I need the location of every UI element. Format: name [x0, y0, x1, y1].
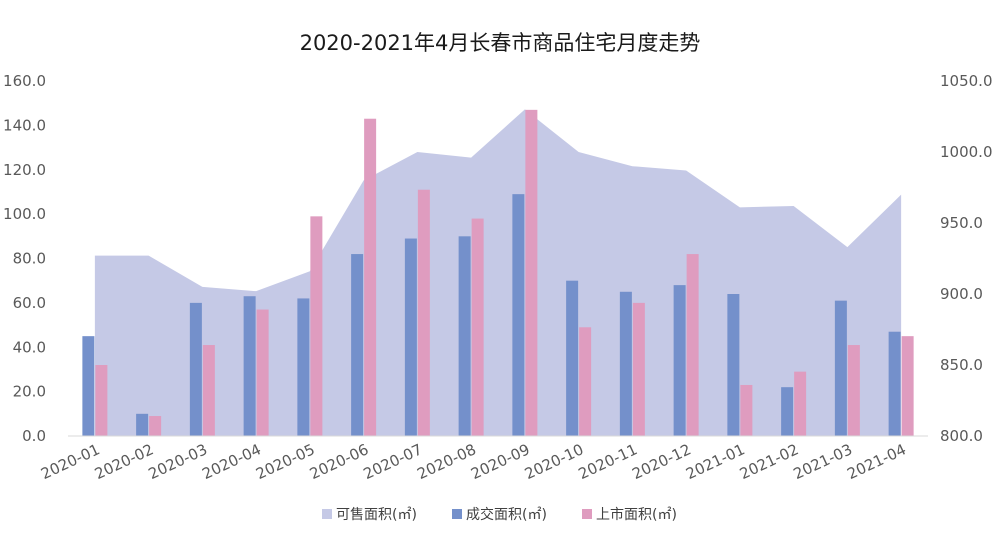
x-tick-label: 2020-12 [629, 440, 693, 483]
bar-listed [579, 327, 592, 436]
bar-transaction [458, 236, 471, 436]
x-tick-label: 2020-10 [522, 440, 586, 483]
bar-listed [95, 365, 108, 436]
bar-transaction [351, 254, 364, 436]
bar-transaction [781, 387, 794, 436]
right-tick-label: 950.0 [940, 214, 983, 232]
x-tick-label: 2020-08 [414, 440, 478, 483]
left-tick-label: 40.0 [13, 338, 46, 356]
right-tick-label: 1000.0 [940, 143, 993, 161]
legend-label: 可售面积(㎡) [336, 507, 417, 523]
x-tick-label: 2020-05 [253, 440, 317, 483]
left-tick-label: 0.0 [22, 427, 46, 445]
bar-listed [471, 218, 484, 436]
bar-transaction [619, 291, 632, 436]
left-tick-label: 120.0 [3, 161, 46, 179]
x-tick-label: 2020-11 [576, 440, 640, 483]
x-tick-label: 2021-03 [791, 440, 855, 483]
x-tick-label: 2020-07 [361, 440, 425, 483]
x-tick-label: 2021-01 [683, 440, 747, 483]
left-axis: 0.0 20.0 40.0 60.0 80.0 100.0 120.0 140.0 160.0 [3, 72, 46, 445]
bar-transaction [512, 194, 525, 436]
right-tick-label: 1050.0 [940, 72, 993, 90]
x-tick-label: 2021-02 [737, 440, 801, 483]
bar-transaction [297, 298, 310, 436]
bar-listed [794, 371, 807, 436]
bar-transaction [82, 336, 95, 436]
x-tick-label: 2020-09 [468, 440, 532, 483]
bar-listed [686, 254, 699, 436]
bar-listed [525, 109, 538, 436]
bar-listed [740, 384, 753, 436]
right-axis: 800.0 850.0 900.0 950.0 1000.0 1050.0 [940, 72, 993, 445]
x-tick-label: 2020-01 [38, 440, 102, 483]
left-tick-label: 140.0 [3, 116, 46, 134]
left-tick-label: 20.0 [13, 383, 46, 401]
bar-listed [632, 302, 645, 436]
bar-listed [364, 118, 377, 436]
left-tick-label: 160.0 [3, 72, 46, 90]
right-tick-label: 850.0 [940, 356, 983, 374]
bar-listed [417, 189, 430, 436]
bar-listed [901, 336, 914, 436]
bar-listed [202, 345, 215, 436]
bar-transaction [243, 296, 256, 436]
bar-listed [149, 416, 162, 436]
bar-transaction [404, 238, 417, 436]
bar-transaction [136, 413, 149, 436]
right-tick-label: 900.0 [940, 285, 983, 303]
bar-transaction [566, 280, 579, 436]
left-tick-label: 60.0 [13, 294, 46, 312]
bar-transaction [888, 331, 901, 436]
area-layer [94, 109, 902, 437]
left-tick-label: 80.0 [13, 250, 46, 268]
bar-transaction [727, 294, 740, 436]
area-available [94, 109, 902, 437]
chart-title: 2020-2021年4月长春市商品住宅月度走势 [300, 31, 701, 55]
x-tick-label: 2020-04 [199, 440, 263, 483]
bar-transaction [834, 300, 847, 436]
legend: 可售面积(㎡) 成交面积(㎡) 上市面积(㎡) [322, 506, 677, 523]
x-tick-label: 2020-02 [92, 440, 156, 483]
x-tick-label: 2020-03 [146, 440, 210, 483]
legend-swatch [452, 509, 462, 519]
legend-label: 上市面积(㎡) [596, 506, 677, 523]
legend-swatch [582, 509, 592, 519]
bar-listed [256, 309, 269, 436]
bar-listed [310, 216, 323, 436]
x-tick-label: 2020-06 [307, 440, 371, 483]
bar-transaction [673, 285, 686, 436]
x-tick-label: 2021-04 [844, 440, 908, 483]
bar-listed [847, 345, 860, 436]
legend-swatch [322, 509, 332, 519]
left-tick-label: 100.0 [3, 205, 46, 223]
x-axis: 2020-012020-022020-032020-042020-052020-… [38, 440, 909, 483]
right-tick-label: 800.0 [940, 427, 983, 445]
bar-layer [82, 109, 914, 436]
bar-transaction [189, 302, 202, 436]
legend-label: 成交面积(㎡) [466, 506, 547, 523]
